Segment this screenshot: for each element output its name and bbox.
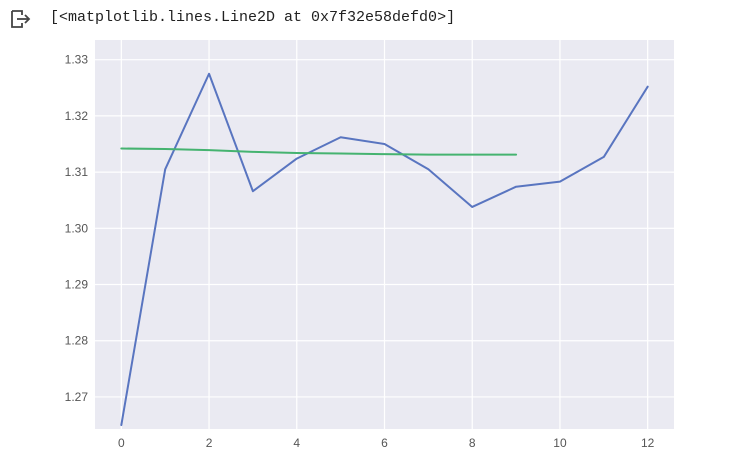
y-tick-label: 1.29	[65, 278, 89, 292]
y-tick-label: 1.28	[65, 334, 89, 348]
y-tick-label: 1.31	[65, 165, 89, 179]
x-tick-label: 12	[641, 436, 655, 450]
x-tick-label: 6	[381, 436, 388, 450]
series-line-2	[120, 147, 518, 156]
series-line-1	[120, 72, 649, 427]
y-tick-label: 1.32	[65, 109, 89, 123]
y-tick-label: 1.30	[65, 221, 89, 235]
y-tick-label: 1.33	[65, 53, 89, 67]
x-tick-label: 0	[118, 436, 125, 450]
x-tick-label: 8	[469, 436, 476, 450]
x-tick-label: 4	[293, 436, 300, 450]
x-tick-label: 2	[206, 436, 213, 450]
output-repr-text: [<matplotlib.lines.Line2D at 0x7f32e58de…	[50, 9, 456, 26]
y-tick-label: 1.27	[65, 390, 89, 404]
x-tick-label: 10	[553, 436, 567, 450]
output-arrow-icon[interactable]	[9, 8, 31, 30]
